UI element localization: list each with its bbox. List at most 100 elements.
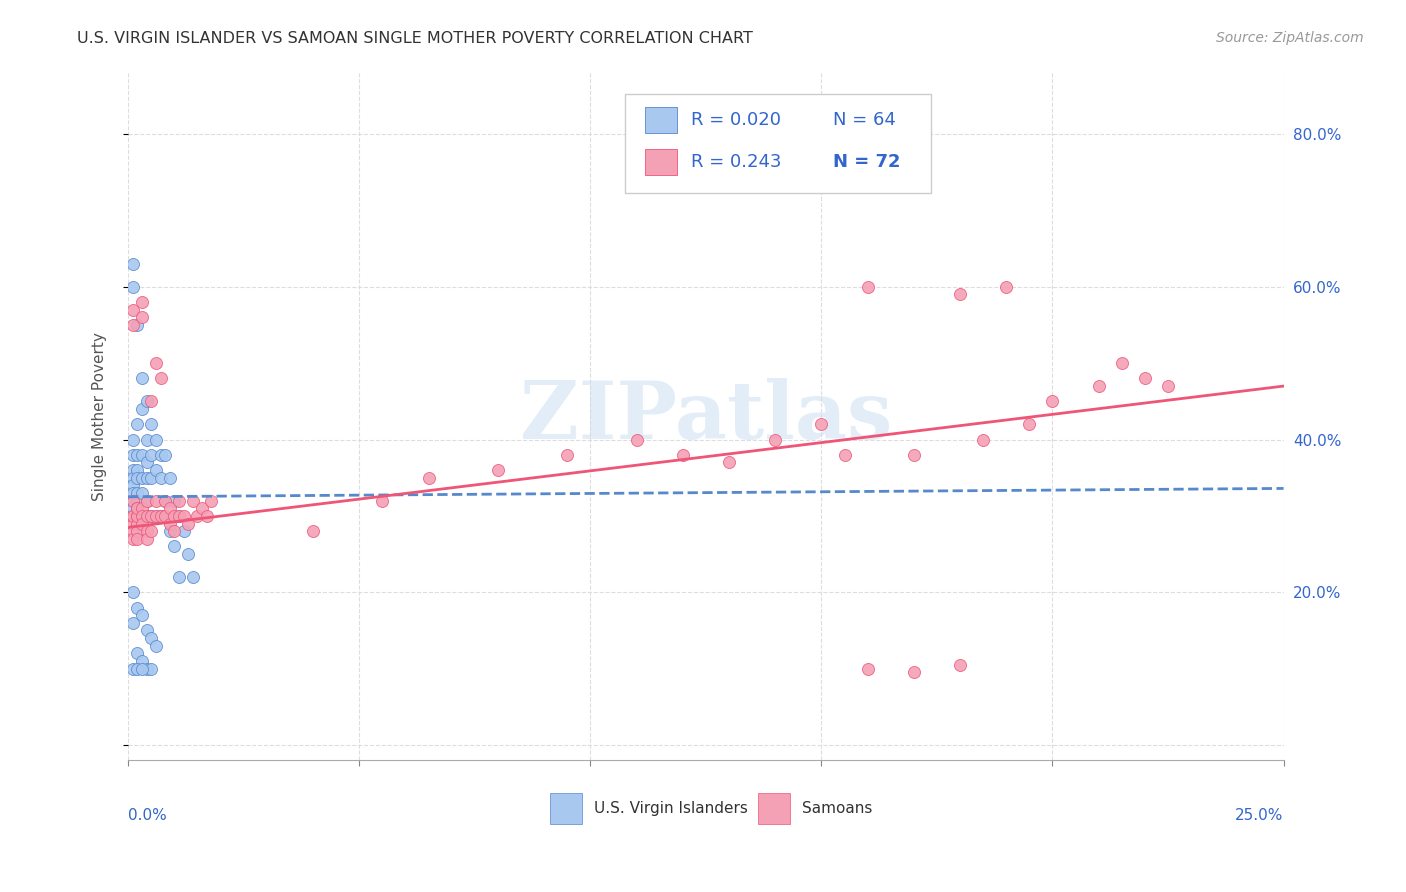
FancyBboxPatch shape: [550, 793, 582, 823]
Point: [173, 524, 195, 539]
Point: [856, 280, 879, 294]
Point: [121, 448, 143, 462]
Point: [131, 310, 153, 325]
Point: [121, 524, 143, 539]
Point: [141, 417, 163, 432]
Point: [135, 662, 157, 676]
Point: [127, 662, 149, 676]
Point: [121, 615, 143, 630]
Point: [167, 570, 190, 584]
Text: R = 0.243: R = 0.243: [690, 153, 782, 170]
Point: [763, 433, 786, 447]
Point: [177, 547, 200, 561]
Point: [131, 486, 153, 500]
Point: [131, 608, 153, 623]
Point: [418, 471, 440, 485]
Point: [121, 257, 143, 271]
Point: [1042, 394, 1064, 409]
Point: [127, 508, 149, 523]
Point: [131, 448, 153, 462]
Point: [127, 448, 149, 462]
Point: [717, 455, 740, 469]
Point: [177, 516, 200, 531]
Point: [127, 516, 149, 531]
Point: [145, 493, 167, 508]
Point: [555, 448, 578, 462]
Point: [153, 508, 176, 523]
Point: [127, 463, 149, 477]
Point: [1018, 417, 1040, 432]
Point: [135, 624, 157, 638]
Text: U.S. VIRGIN ISLANDER VS SAMOAN SINGLE MOTHER POVERTY CORRELATION CHART: U.S. VIRGIN ISLANDER VS SAMOAN SINGLE MO…: [77, 31, 754, 46]
Point: [302, 524, 325, 539]
Point: [145, 433, 167, 447]
Point: [127, 646, 149, 660]
Point: [145, 508, 167, 523]
Point: [834, 448, 856, 462]
Point: [121, 280, 143, 294]
Point: [121, 318, 143, 332]
Point: [153, 493, 176, 508]
Point: [127, 318, 149, 332]
FancyBboxPatch shape: [644, 107, 676, 134]
Point: [135, 394, 157, 409]
Point: [486, 463, 509, 477]
Point: [163, 540, 186, 554]
Text: Samoans: Samoans: [801, 800, 872, 815]
Point: [949, 287, 972, 301]
Point: [135, 532, 157, 546]
Point: [972, 433, 994, 447]
Point: [810, 417, 832, 432]
Point: [131, 471, 153, 485]
Point: [121, 493, 143, 508]
Point: [127, 486, 149, 500]
Text: U.S. Virgin Islanders: U.S. Virgin Islanders: [593, 800, 748, 815]
Point: [127, 508, 149, 523]
Point: [167, 493, 190, 508]
Point: [127, 493, 149, 508]
Point: [1157, 379, 1180, 393]
Point: [131, 508, 153, 523]
Text: N = 64: N = 64: [832, 112, 896, 129]
Point: [191, 501, 214, 516]
Point: [131, 501, 153, 516]
Point: [141, 662, 163, 676]
Point: [856, 662, 879, 676]
Point: [131, 371, 153, 385]
Point: [131, 295, 153, 310]
Point: [181, 493, 204, 508]
Point: [121, 532, 143, 546]
Point: [173, 508, 195, 523]
Point: [121, 471, 143, 485]
Point: [149, 508, 172, 523]
Y-axis label: Single Mother Poverty: Single Mother Poverty: [93, 332, 107, 501]
Point: [121, 493, 143, 508]
Point: [1087, 379, 1109, 393]
Point: [159, 471, 181, 485]
Point: [121, 508, 143, 523]
Point: [159, 516, 181, 531]
Point: [127, 508, 149, 523]
Point: [153, 493, 176, 508]
Point: [121, 501, 143, 516]
Point: [145, 639, 167, 653]
Point: [159, 501, 181, 516]
Point: [141, 448, 163, 462]
Point: [135, 508, 157, 523]
Point: [186, 508, 208, 523]
Point: [149, 471, 172, 485]
Point: [903, 448, 925, 462]
Point: [181, 570, 204, 584]
Point: [127, 417, 149, 432]
Point: [149, 371, 172, 385]
Point: [121, 486, 143, 500]
Point: [163, 524, 186, 539]
Text: R = 0.020: R = 0.020: [690, 112, 780, 129]
Point: [195, 508, 218, 523]
Text: 25.0%: 25.0%: [1236, 808, 1284, 823]
FancyBboxPatch shape: [644, 149, 676, 175]
Point: [131, 662, 153, 676]
Point: [127, 501, 149, 516]
Text: Source: ZipAtlas.com: Source: ZipAtlas.com: [1216, 31, 1364, 45]
Point: [995, 280, 1018, 294]
